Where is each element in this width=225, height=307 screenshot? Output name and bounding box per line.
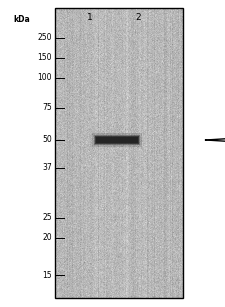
Text: 2: 2 bbox=[135, 14, 141, 22]
Text: 15: 15 bbox=[42, 270, 52, 279]
Text: 25: 25 bbox=[42, 213, 52, 223]
Text: 150: 150 bbox=[38, 53, 52, 63]
Text: 1: 1 bbox=[87, 14, 93, 22]
Text: 20: 20 bbox=[42, 234, 52, 243]
Bar bbox=[55, 8, 183, 298]
Text: 75: 75 bbox=[42, 103, 52, 112]
Bar bbox=[94, 135, 140, 145]
Text: 250: 250 bbox=[38, 33, 52, 42]
Text: 100: 100 bbox=[38, 73, 52, 83]
Text: 50: 50 bbox=[42, 135, 52, 145]
Text: kDa: kDa bbox=[14, 15, 30, 24]
Bar bbox=[92, 133, 142, 147]
Bar bbox=[95, 136, 139, 144]
Bar bbox=[96, 137, 138, 143]
Text: 37: 37 bbox=[42, 164, 52, 173]
